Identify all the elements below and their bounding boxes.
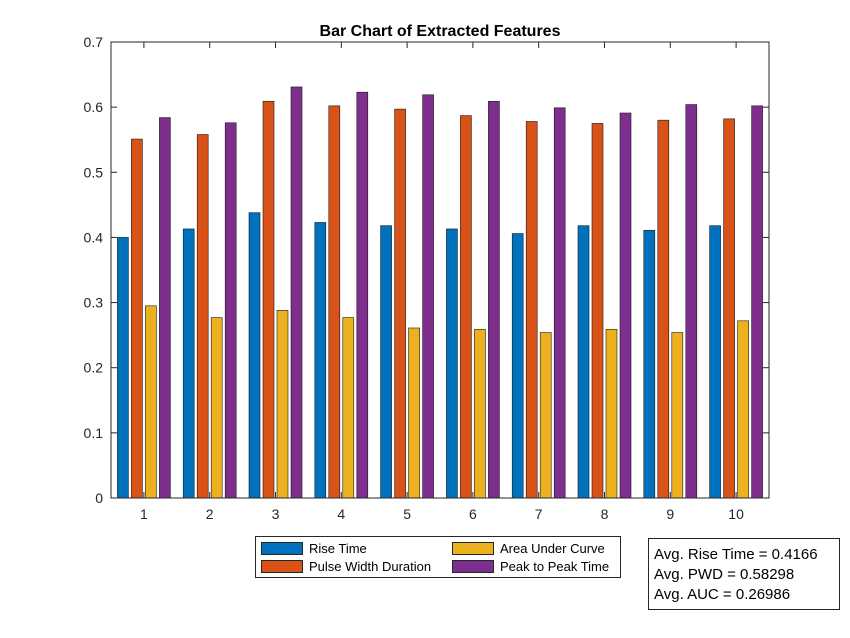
bar-pulse-width-duration-10 — [723, 118, 735, 499]
x-tick-label: 2 — [206, 506, 214, 522]
bar-rise-time-9 — [643, 229, 656, 499]
bar-pulse-width-duration-1 — [131, 138, 143, 499]
bar-area-under-curve-5 — [408, 327, 420, 499]
x-tick-label: 9 — [666, 506, 674, 522]
legend-label: Peak to Peak Time — [500, 559, 610, 574]
bar-rise-time-1 — [117, 237, 129, 499]
stats-annotation-box: Avg. Rise Time = 0.4166 Avg. PWD = 0.582… — [648, 538, 840, 610]
bar-rise-time-10 — [709, 225, 721, 499]
bar-rise-time-3 — [248, 212, 261, 499]
bar-peak-to-peak-time-5 — [422, 94, 434, 499]
bar-peak-to-peak-time-1 — [159, 117, 171, 499]
legend-swatch-peak-to-peak-time — [452, 560, 494, 573]
avg-rise-time-text: Avg. Rise Time = 0.4166 — [654, 546, 818, 563]
legend-swatch-rise-time — [261, 542, 303, 555]
bar-rise-time-2 — [182, 228, 195, 499]
bar-area-under-curve-7 — [539, 332, 552, 499]
bar-peak-to-peak-time-7 — [553, 107, 566, 499]
legend-swatch-area-under-curve — [452, 542, 494, 555]
bar-peak-to-peak-time-3 — [290, 86, 303, 499]
avg-auc-text: Avg. AUC = 0.26986 — [654, 586, 791, 603]
bar-rise-time-6 — [446, 228, 458, 499]
bar-peak-to-peak-time-8 — [619, 112, 632, 499]
bar-peak-to-peak-time-2 — [224, 122, 237, 499]
bar-pulse-width-duration-3 — [262, 100, 275, 499]
legend-item-peak-to-peak-time: Peak to Peak Time — [452, 559, 609, 574]
y-tick-label: 0.3 — [84, 295, 104, 311]
y-tick-label: 0.7 — [84, 34, 104, 50]
bar-area-under-curve-3 — [276, 310, 289, 499]
bar-area-under-curve-1 — [145, 305, 157, 499]
legend-item-pulse-width-duration: Pulse Width Duration — [261, 559, 431, 574]
chart-title: Bar Chart of Extracted Features — [320, 23, 561, 40]
y-tick-label: 0 — [95, 490, 103, 506]
x-tick-label: 8 — [601, 506, 609, 522]
x-tick-label: 10 — [728, 506, 744, 522]
bar-rise-time-7 — [511, 233, 524, 499]
bar-rise-time-5 — [380, 225, 392, 499]
bar-peak-to-peak-time-10 — [751, 105, 763, 499]
bar-area-under-curve-9 — [671, 332, 684, 499]
y-tick-label: 0.1 — [84, 425, 104, 441]
bar-pulse-width-duration-4 — [328, 105, 341, 499]
bar-rise-time-8 — [577, 225, 590, 499]
y-tick-label: 0.2 — [84, 360, 104, 376]
y-tick-label: 0.4 — [84, 229, 104, 245]
bar-area-under-curve-2 — [210, 317, 223, 499]
bar-peak-to-peak-time-4 — [356, 91, 369, 499]
bar-peak-to-peak-time-9 — [685, 104, 698, 499]
plot-area — [111, 42, 769, 498]
legend-swatch-pulse-width-duration — [261, 560, 303, 573]
avg-pwd-text: Avg. PWD = 0.58298 — [654, 566, 795, 583]
legend-label: Area Under Curve — [500, 541, 605, 556]
legend-label: Pulse Width Duration — [309, 559, 432, 574]
bar-pulse-width-duration-2 — [196, 134, 209, 499]
x-tick-label: 4 — [337, 506, 345, 522]
x-tick-label: 6 — [469, 506, 477, 522]
x-tick-label: 5 — [403, 506, 411, 522]
bar-pulse-width-duration-5 — [394, 108, 406, 499]
x-tick-label: 3 — [272, 506, 280, 522]
bar-area-under-curve-6 — [474, 328, 486, 499]
bar-rise-time-4 — [314, 222, 327, 499]
y-tick-label: 0.6 — [84, 99, 104, 115]
axes-layer: 0 0.1 0.2 0.3 0.4 0.5 0.6 0.7 1 2 3 4 5 6 7 8 9 10 — [84, 34, 770, 522]
x-tick-label: 7 — [535, 506, 543, 522]
legend-item-area-under-curve: Area Under Curve — [452, 541, 605, 556]
legend-label: Rise Time — [309, 541, 367, 556]
legend-item-rise-time: Rise Time — [261, 541, 367, 556]
bar-pulse-width-duration-8 — [591, 123, 604, 499]
bar-pulse-width-duration-9 — [657, 119, 670, 499]
bar-peak-to-peak-time-6 — [488, 100, 500, 499]
y-tick-label: 0.5 — [84, 164, 104, 180]
bar-pulse-width-duration-6 — [460, 115, 472, 499]
bar-area-under-curve-4 — [342, 317, 355, 499]
bar-area-under-curve-8 — [605, 328, 618, 499]
legend[interactable]: Rise Time Pulse Width Duration Area Unde… — [255, 536, 621, 578]
x-tick-label: 1 — [140, 506, 148, 522]
bar-pulse-width-duration-7 — [525, 121, 538, 499]
axes-frame — [110, 41, 770, 499]
bar-area-under-curve-10 — [737, 320, 749, 499]
